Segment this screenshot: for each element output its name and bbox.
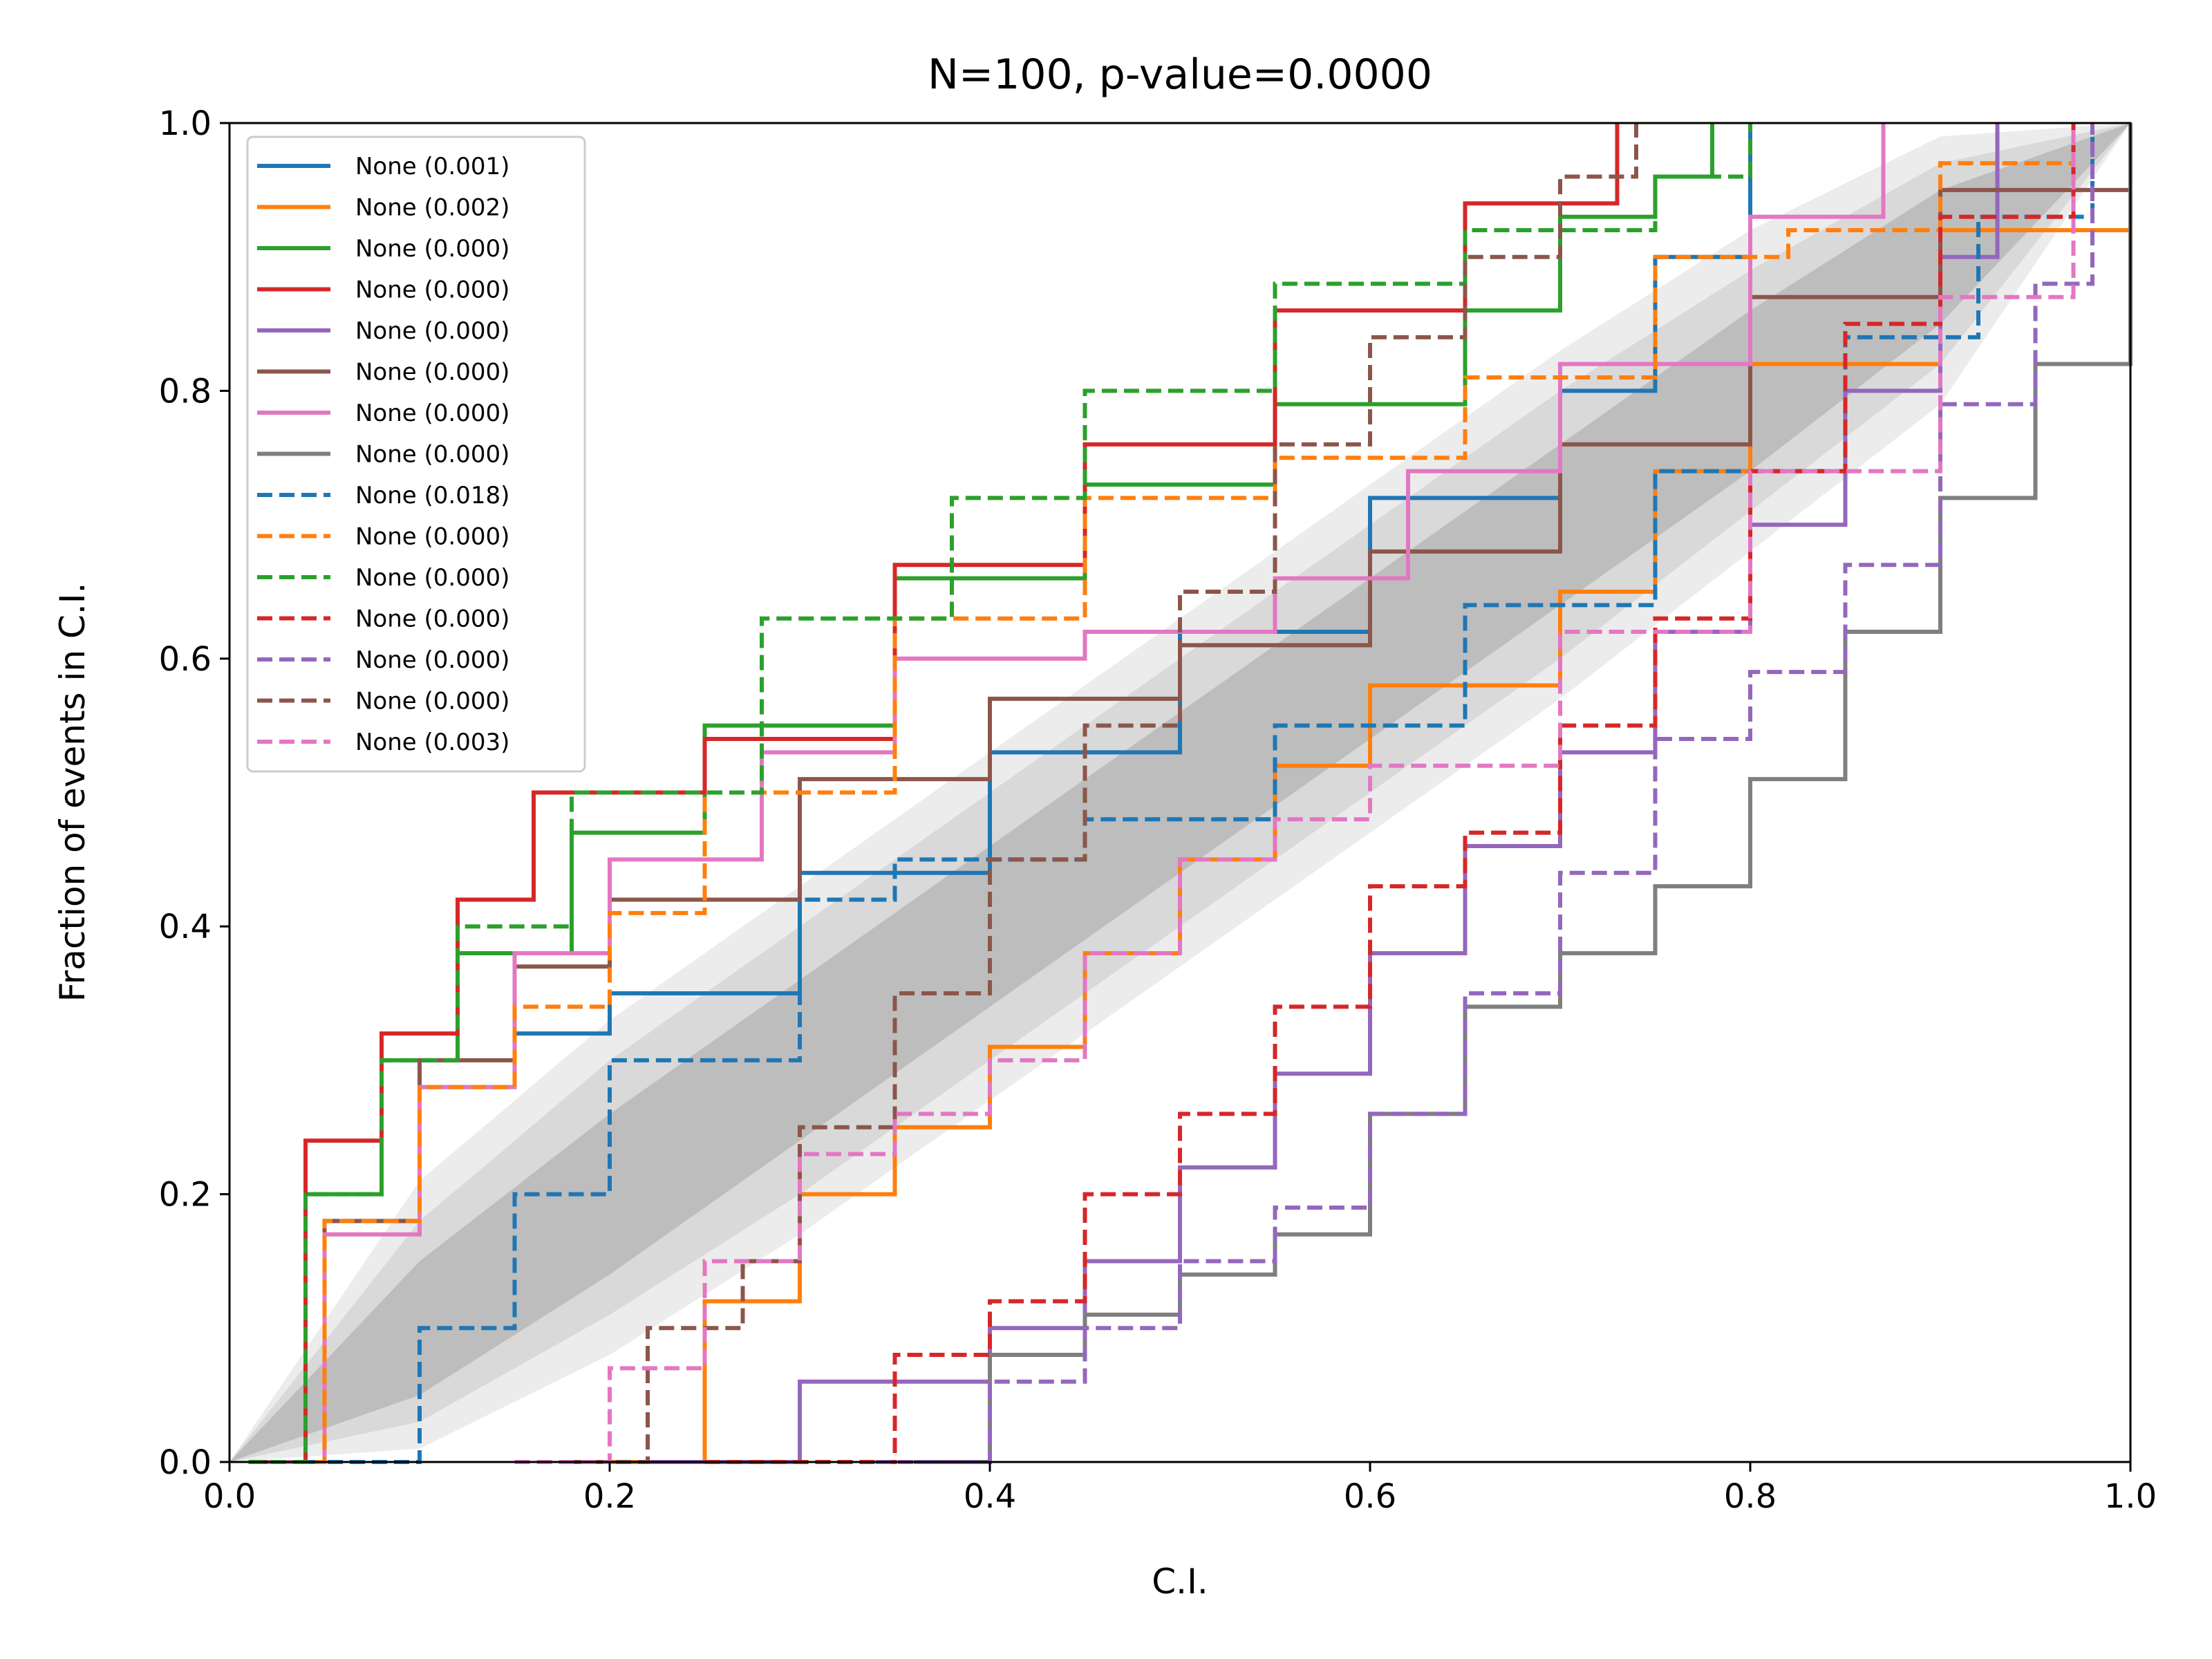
x-tick-label: 0.4: [964, 1477, 1016, 1516]
legend-label: None (0.000): [355, 688, 509, 715]
series-line-8: [914, 123, 2133, 1464]
y-axis-label: Fraction of events in C.I.: [53, 583, 93, 1002]
legend-label: None (0.001): [355, 153, 509, 180]
legend-label: None (0.000): [355, 646, 509, 674]
series-line-13: [876, 123, 2094, 1464]
legend-label: None (0.000): [355, 606, 509, 633]
legend: None (0.001) None (0.002) None (0.000) None…: [246, 135, 586, 773]
legend-label: None (0.000): [355, 359, 509, 386]
y-tick-label: 0.8: [159, 372, 212, 411]
legend-label: None (0.000): [355, 523, 509, 551]
y-tick-label: 0.0: [159, 1443, 212, 1482]
y-tick-label: 0.4: [159, 908, 212, 946]
series-line-15: [514, 123, 2076, 1464]
legend-label: None (0.002): [355, 194, 509, 222]
legend-box: [246, 135, 586, 773]
x-tick-label: 1.0: [2104, 1477, 2157, 1516]
x-axis-ticks: 0.0 0.2 0.4 0.6 0.8 1.0: [203, 1462, 2157, 1516]
series-line-12: [704, 123, 2076, 1464]
series-lines: [248, 123, 2133, 1464]
plot-frame: [228, 122, 2132, 1463]
confidence-band-1-sigma: [229, 123, 2130, 1462]
y-axis-ticks: 0.0 0.2 0.4 0.6 0.8 1.0: [159, 104, 229, 1482]
y-tick-label: 1.0: [159, 104, 212, 143]
legend-label: None (0.000): [355, 441, 509, 469]
x-tick-label: 0.6: [1344, 1477, 1396, 1516]
chart-title: N=100, p-value=0.0000: [928, 50, 1432, 99]
y-tick-label: 0.6: [159, 640, 212, 679]
series-line-10: [248, 123, 2076, 1464]
legend-label: None (0.000): [355, 235, 509, 263]
legend-label: None (0.000): [355, 317, 509, 345]
legend-label: None (0.000): [355, 276, 509, 304]
x-tick-label: 0.2: [583, 1477, 636, 1516]
y-tick-label: 0.2: [159, 1176, 212, 1215]
confidence-bands: [229, 123, 2130, 1462]
legend-label: None (0.003): [355, 729, 509, 756]
legend-label: None (0.000): [355, 564, 509, 592]
legend-label: None (0.018): [355, 482, 509, 509]
x-axis-label: C.I.: [1152, 1562, 1208, 1602]
series-line-11: [248, 123, 1752, 1464]
legend-label: None (0.000): [355, 400, 509, 427]
series-line-14: [572, 123, 1638, 1464]
x-tick-label: 0.0: [203, 1477, 256, 1516]
x-tick-label: 0.8: [1724, 1477, 1777, 1516]
